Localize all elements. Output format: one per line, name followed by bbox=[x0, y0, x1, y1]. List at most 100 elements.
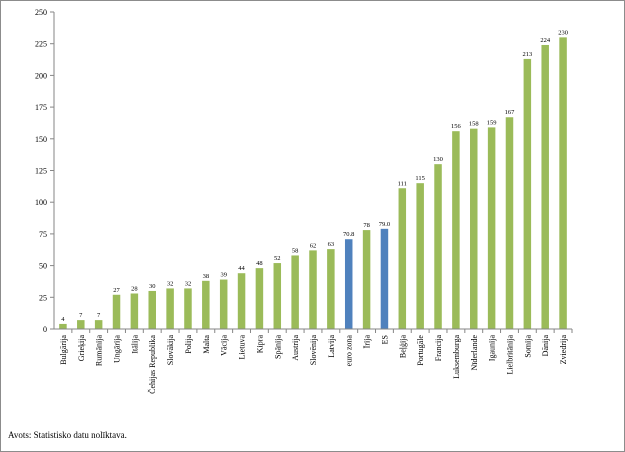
data-label: 213 bbox=[522, 51, 532, 58]
data-label: 28 bbox=[131, 285, 138, 292]
x-tick-label: ES bbox=[380, 335, 389, 344]
data-labels-group: 4 7 7 27 28 30 32 32 38 39 44 48 52 58 62 63 70.8 78 79.0 1… bbox=[61, 29, 568, 323]
source-note: Avots: Statistisko datu nolīktava. bbox=[8, 430, 127, 440]
bar-4 bbox=[112, 294, 121, 329]
data-label: 44 bbox=[238, 265, 245, 272]
x-tick-label: Beļģija bbox=[398, 335, 408, 359]
data-label: 159 bbox=[487, 119, 497, 126]
bar-2 bbox=[77, 320, 85, 329]
bars-group bbox=[59, 37, 567, 330]
data-label: 48 bbox=[256, 260, 263, 267]
bar-24 bbox=[470, 128, 478, 329]
x-axis: Bulgārija Grieķija Rumānija Ungārija Itālija… bbox=[54, 328, 573, 394]
y-tick-label: 225 bbox=[35, 40, 47, 49]
data-label: 38 bbox=[203, 273, 210, 280]
bar-17 bbox=[344, 239, 353, 329]
x-tick-label: Rumānija bbox=[95, 335, 104, 367]
bar-22 bbox=[434, 164, 442, 329]
bar-21 bbox=[416, 183, 424, 329]
data-label: 70.8 bbox=[343, 231, 354, 238]
data-label: 58 bbox=[292, 247, 299, 254]
y-tick-label: 150 bbox=[35, 135, 47, 144]
x-tick-label: Somija bbox=[523, 335, 532, 358]
data-label: 167 bbox=[505, 109, 516, 116]
x-tick-label: Austrija bbox=[291, 335, 300, 361]
bar-19 bbox=[380, 228, 389, 329]
x-tick-label: Nīderlande bbox=[470, 335, 479, 371]
x-tick-label: Vācija bbox=[220, 335, 229, 356]
data-label: 63 bbox=[328, 241, 335, 248]
x-tick-label: Grieķija bbox=[77, 335, 87, 362]
y-tick-label: 0 bbox=[43, 325, 47, 334]
bar-14 bbox=[291, 255, 299, 329]
data-label: 130 bbox=[433, 156, 443, 163]
bar-10 bbox=[219, 279, 228, 329]
data-label: 7 bbox=[79, 312, 83, 319]
bar-28 bbox=[541, 44, 549, 330]
bar-27 bbox=[523, 58, 532, 329]
bar-3 bbox=[94, 320, 103, 329]
data-label: 111 bbox=[398, 180, 407, 187]
x-tick-label: Bulgārija bbox=[59, 335, 68, 365]
x-tick-label: Spānija bbox=[273, 335, 282, 359]
bar-6 bbox=[148, 290, 156, 329]
bar-23 bbox=[452, 131, 460, 329]
bar-29 bbox=[559, 37, 567, 330]
x-tick-label: Portugāle bbox=[416, 335, 425, 366]
x-tick-label: Slovēnija bbox=[309, 335, 318, 366]
x-tick-label: Malta bbox=[202, 335, 211, 354]
x-tick-label: Ungārija bbox=[113, 335, 122, 363]
x-tick-label: Īrija bbox=[363, 335, 372, 349]
bar-16 bbox=[327, 249, 335, 329]
x-tick-label: Kipra bbox=[255, 335, 264, 354]
bar-1 bbox=[59, 323, 67, 329]
y-tick-label: 50 bbox=[39, 262, 47, 271]
data-label: 156 bbox=[451, 123, 462, 130]
x-tick-label: Slovākija bbox=[166, 335, 175, 366]
x-tick-label: Čehijas Republika bbox=[147, 335, 157, 394]
bar-13 bbox=[273, 263, 282, 329]
y-tick-label: 175 bbox=[35, 103, 47, 112]
bar-25 bbox=[487, 127, 496, 329]
data-label: 79.0 bbox=[379, 221, 390, 228]
data-label: 78 bbox=[363, 222, 370, 229]
data-label: 39 bbox=[220, 272, 227, 279]
data-label: 7 bbox=[97, 312, 101, 319]
x-tick-label: Luksemburga bbox=[452, 335, 461, 379]
y-tick-label: 250 bbox=[35, 8, 47, 17]
y-tick-label: 125 bbox=[35, 167, 47, 176]
data-label: 27 bbox=[113, 287, 120, 294]
bar-8 bbox=[184, 288, 192, 329]
x-tick-label: Polija bbox=[184, 335, 193, 354]
data-label: 230 bbox=[558, 29, 568, 36]
y-tick-label: 200 bbox=[35, 71, 47, 80]
x-tick-label: Latvija bbox=[327, 335, 336, 358]
bar-11 bbox=[237, 273, 246, 329]
data-label: 224 bbox=[540, 37, 551, 44]
data-label: 32 bbox=[185, 280, 192, 287]
bar-12 bbox=[255, 268, 264, 329]
bar-15 bbox=[309, 250, 317, 329]
x-tick-label: Igaunija bbox=[488, 335, 497, 362]
x-tick-label: Zviedrija bbox=[559, 335, 568, 365]
data-label: 62 bbox=[310, 242, 317, 249]
bar-7 bbox=[166, 288, 174, 329]
bar-18 bbox=[362, 230, 371, 329]
bar-26 bbox=[505, 117, 514, 329]
x-tick-label: Dānija bbox=[541, 335, 550, 357]
data-label: 4 bbox=[61, 316, 65, 323]
bar-5 bbox=[130, 293, 139, 329]
y-tick-label: 25 bbox=[39, 293, 47, 302]
data-label: 158 bbox=[469, 121, 479, 128]
bar-9 bbox=[202, 280, 210, 329]
y-axis: 0 25 50 75 100 125 150 175 200 225 250 bbox=[35, 8, 55, 334]
data-label: 115 bbox=[415, 175, 425, 182]
x-tick-label: Francija bbox=[434, 335, 443, 362]
x-tick-label: Lielbritānija bbox=[505, 335, 514, 375]
y-tick-label: 100 bbox=[35, 198, 47, 207]
x-tick-label: euro zona bbox=[345, 335, 354, 367]
x-tick-label: Itālija bbox=[130, 335, 139, 354]
data-label: 52 bbox=[274, 255, 281, 262]
